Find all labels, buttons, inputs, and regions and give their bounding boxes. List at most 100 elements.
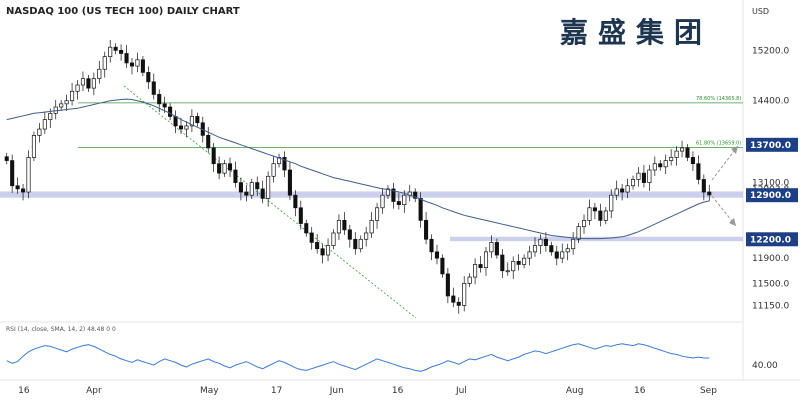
candle-body: [271, 163, 276, 177]
candle-body: [309, 232, 314, 243]
price-tick-label: 13100.0: [752, 179, 789, 189]
time-axis: 16 Apr May 17 Jun 16 Jul Aug 16 Sep: [18, 386, 717, 396]
candle-body: [217, 163, 222, 174]
candle-body: [674, 150, 679, 158]
time-tick-label: Sep: [700, 386, 717, 396]
fibonacci-levels: 78.60% (14365.8) 61.80% (13659.0): [78, 96, 743, 148]
price-label-box: [746, 232, 798, 247]
chart-title: NASDAQ 100 (US TECH 100) DAILY CHART: [6, 6, 240, 17]
candle-body: [418, 197, 423, 221]
candle-body: [282, 157, 287, 171]
time-tick-label: 17: [271, 386, 282, 396]
candle-body: [70, 90, 75, 102]
downside-arrow-head: [729, 218, 736, 226]
rsi-title: RSI (14, close, SMA, 14, 2) 48.48 0 0: [6, 326, 116, 333]
candle-body: [565, 248, 570, 253]
candle-body: [298, 207, 303, 224]
fib-level-label: 78.60% (14365.8): [696, 96, 741, 102]
moving-average-line: [6, 98, 710, 240]
candle-body: [473, 264, 478, 278]
currency-label: USD: [752, 7, 769, 16]
candle-body: [21, 188, 26, 193]
candle-body: [26, 157, 31, 193]
candle-body: [707, 191, 712, 196]
candle-body: [42, 119, 47, 130]
candle-body: [358, 238, 363, 250]
candle-body: [293, 194, 298, 209]
candle-body: [320, 248, 325, 256]
candle-body: [620, 188, 625, 193]
price-label-box: [746, 137, 798, 152]
candle-body: [538, 238, 543, 246]
time-tick-label: 16: [634, 386, 646, 396]
candle-body: [663, 160, 668, 168]
time-tick-label: Jun: [329, 386, 344, 396]
candle-body: [326, 245, 331, 256]
price-tick-label: 11900.0: [752, 254, 789, 264]
candle-body: [304, 223, 309, 234]
candle-body: [614, 188, 619, 196]
candle-body: [238, 182, 243, 193]
candle-body: [173, 116, 178, 127]
upside-arrow-head: [731, 146, 738, 154]
candle-body: [609, 194, 614, 212]
candle-body: [233, 169, 238, 183]
candle-body: [195, 116, 200, 124]
candle-body: [260, 188, 265, 199]
candle-body: [244, 191, 249, 196]
candle-body: [603, 210, 608, 221]
candle-body: [402, 194, 407, 205]
candle-body: [587, 207, 592, 221]
candle-body: [391, 188, 396, 202]
price-tick-label: 11150.0: [752, 301, 789, 311]
candle-body: [500, 254, 505, 272]
candle-body: [31, 135, 36, 158]
candle-body: [560, 251, 565, 259]
candle-body: [532, 245, 538, 253]
candle-body: [276, 157, 282, 165]
candle-body: [80, 78, 86, 86]
candle-body: [113, 46, 118, 51]
candle-body: [255, 182, 260, 190]
candle-body: [86, 78, 91, 89]
candle-body: [543, 238, 548, 246]
candle-body: [462, 283, 467, 306]
rsi-tick-label: 40.00: [752, 361, 778, 371]
price-label-box: [746, 188, 798, 203]
candle-body: [630, 179, 636, 187]
candle-body: [10, 160, 15, 187]
candle-body: [652, 163, 657, 171]
candle-body: [483, 251, 489, 268]
price-tick-label: 15200.0: [752, 46, 789, 56]
candle-body: [249, 182, 254, 196]
candle-body: [135, 59, 140, 67]
candle-body: [440, 257, 445, 275]
price-tick-label: 11500.0: [752, 279, 789, 289]
candle-body: [336, 220, 341, 234]
candle-body: [549, 245, 554, 253]
candle-body: [211, 147, 216, 165]
candle-body: [347, 229, 352, 240]
time-tick-label: 16: [18, 386, 30, 396]
candle-body: [413, 191, 418, 199]
time-tick-label: Apr: [86, 386, 102, 396]
candle-body: [4, 156, 9, 161]
candle-body: [37, 128, 42, 136]
candle-body: [434, 251, 440, 259]
candle-body: [571, 238, 576, 250]
candle-body: [527, 251, 532, 259]
candle-body: [222, 163, 227, 174]
candle-body: [369, 220, 374, 234]
candle-body: [108, 46, 113, 57]
candle-body: [151, 81, 156, 95]
rsi-axis: 40.00: [752, 361, 778, 371]
candle-body: [516, 260, 521, 265]
candle-body: [451, 295, 456, 303]
price-tick-label: 14400.0: [752, 97, 789, 107]
candle-body: [364, 232, 369, 240]
candle-body: [124, 53, 129, 64]
candle-body: [701, 179, 706, 193]
candle-body: [696, 163, 701, 180]
